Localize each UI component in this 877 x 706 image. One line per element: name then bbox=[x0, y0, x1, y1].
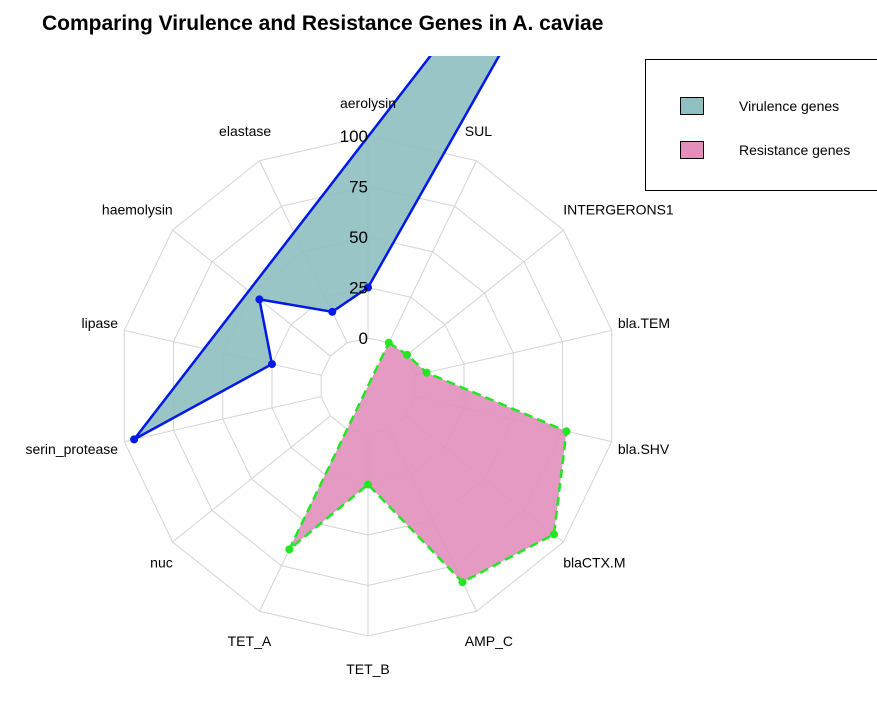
data-point-serin-protease bbox=[130, 435, 139, 444]
axis-label-nuc: nuc bbox=[150, 554, 173, 570]
data-point-elastase bbox=[328, 307, 337, 316]
axis-label-elastase: elastase bbox=[219, 123, 271, 139]
legend-label-virulence: Virulence genes bbox=[739, 98, 840, 114]
axis-label-bla-shv: bla.SHV bbox=[618, 441, 670, 457]
axis-label-blactx-m: blaCTX.M bbox=[563, 554, 625, 570]
legend-item-resistance: Resistance genes bbox=[680, 140, 850, 160]
ring-label: 0 bbox=[359, 329, 368, 348]
series-line bbox=[288, 341, 568, 584]
series-area bbox=[134, 56, 499, 440]
data-point-intergerons1 bbox=[403, 350, 412, 359]
data-point-haemolysin bbox=[255, 295, 264, 304]
ring-labels: 0 25 50 75 100 bbox=[340, 127, 368, 348]
axis-label-serin-protease: serin_protease bbox=[25, 441, 118, 457]
axis-label-lipase: lipase bbox=[82, 315, 119, 331]
data-point-tet-b bbox=[364, 480, 372, 489]
axis-label-bla-tem: bla.TEM bbox=[618, 315, 670, 331]
axis-label-sul: SUL bbox=[465, 123, 492, 139]
data-point-amp-c bbox=[458, 578, 467, 587]
ring-label: 50 bbox=[349, 228, 368, 247]
series-virulence-genes bbox=[130, 56, 501, 444]
series-resistance-genes bbox=[285, 338, 571, 587]
axis-label-intergerons1: INTERGERONS1 bbox=[563, 202, 674, 218]
data-point-blactx-m bbox=[549, 530, 558, 539]
grid-spoke bbox=[172, 415, 331, 543]
grid-spoke bbox=[388, 160, 477, 343]
legend-label-resistance: Resistance genes bbox=[739, 142, 851, 158]
axis-label-haemolysin: haemolysin bbox=[102, 202, 173, 218]
data-point-bla-tem bbox=[422, 368, 431, 377]
axis-label-tet-b: TET_B bbox=[346, 661, 390, 677]
axis-label-amp-c: AMP_C bbox=[465, 633, 513, 649]
axis-labels: aerolysin SUL INTERGERONS1 bla.TEM bla.SHV bl… bbox=[25, 95, 673, 677]
chart-title: Comparing Virulence and Resistance Genes… bbox=[42, 12, 604, 35]
axis-label-aerolysin: aerolysin bbox=[340, 95, 396, 111]
legend-item-virulence: Virulence genes bbox=[680, 96, 839, 116]
series-area bbox=[289, 342, 567, 583]
ring-label: 75 bbox=[349, 178, 368, 197]
data-point-tet-a bbox=[285, 545, 294, 554]
axis-label-tet-a: TET_A bbox=[228, 633, 272, 649]
legend-swatch-virulence bbox=[680, 97, 704, 115]
data-point-lipase bbox=[267, 360, 276, 369]
ring-label: 25 bbox=[349, 279, 368, 298]
grid-spoke bbox=[414, 329, 612, 376]
data-point-bla-shv bbox=[562, 427, 571, 436]
data-point-aerolysin bbox=[364, 283, 372, 292]
grid-spoke bbox=[405, 229, 564, 357]
ring-label: 100 bbox=[340, 127, 368, 146]
grid-spoke bbox=[124, 396, 322, 443]
legend-swatch-resistance bbox=[680, 141, 704, 159]
data-point-sul bbox=[384, 338, 393, 347]
legend: Virulence genes Resistance genes bbox=[645, 59, 877, 191]
series-layer bbox=[130, 56, 571, 587]
